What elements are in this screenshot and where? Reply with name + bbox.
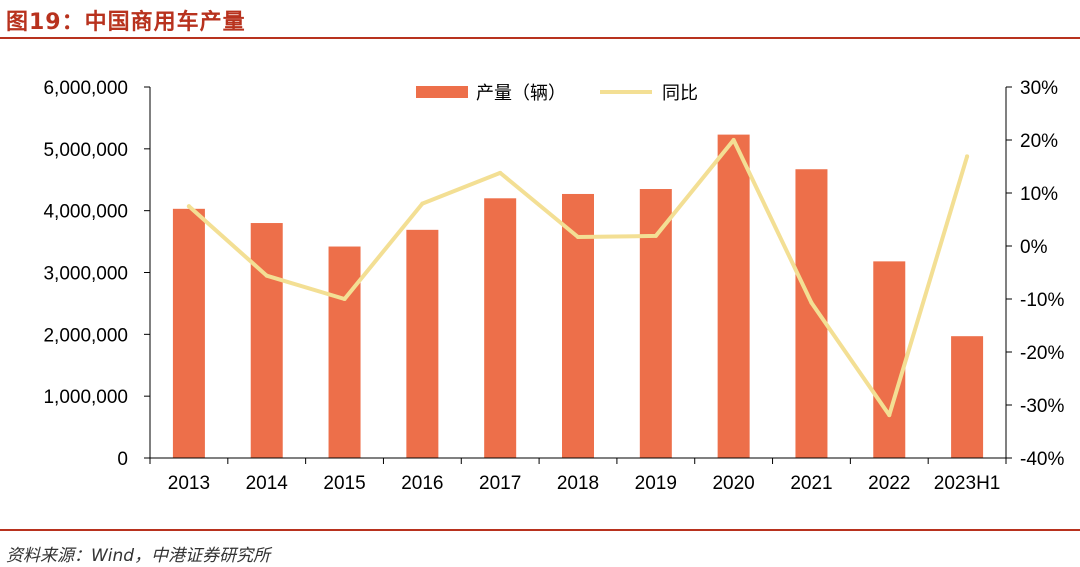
right-tick-label: 10% xyxy=(1020,184,1058,205)
line-point xyxy=(965,154,970,159)
left-tick-label: 0 xyxy=(117,449,128,470)
right-tick-label: -30% xyxy=(1020,396,1064,417)
right-tick-label: -20% xyxy=(1020,343,1064,364)
x-tick-label: 2017 xyxy=(479,473,521,494)
line-point xyxy=(653,233,658,238)
bar xyxy=(873,261,906,458)
bar xyxy=(484,198,517,459)
left-tick-label: 6,000,000 xyxy=(43,78,128,99)
x-tick-label: 2018 xyxy=(557,473,599,494)
right-tick-label: 0% xyxy=(1020,237,1048,258)
line-point xyxy=(887,413,892,418)
bar xyxy=(406,229,439,458)
bar-series xyxy=(172,134,984,459)
left-tick-label: 2,000,000 xyxy=(43,325,128,346)
axes: 0 1,000,000 2,000,000 3,000,000 4,000,000 5,0… xyxy=(43,78,1064,494)
x-tick-label: 2019 xyxy=(635,473,677,494)
bar xyxy=(250,223,283,458)
bar xyxy=(795,169,828,458)
right-tick-label: 20% xyxy=(1020,131,1058,152)
line-point xyxy=(731,138,736,142)
line-point xyxy=(498,170,503,175)
bar xyxy=(172,208,205,458)
legend-line-label: 同比 xyxy=(662,83,698,104)
left-tick-label: 4,000,000 xyxy=(43,202,128,223)
legend-bar-label: 产量（辆） xyxy=(476,83,566,104)
bar xyxy=(951,336,984,458)
line-point xyxy=(186,204,191,209)
bar xyxy=(717,134,750,458)
bar xyxy=(562,193,594,458)
x-tick-label: 2020 xyxy=(712,473,754,494)
x-tick-label: 2021 xyxy=(790,473,832,494)
right-tick-label: -40% xyxy=(1020,449,1064,470)
line-point xyxy=(342,297,347,301)
bar xyxy=(328,246,361,458)
bar xyxy=(639,189,672,458)
right-tick-label: 30% xyxy=(1020,78,1058,99)
line-point xyxy=(264,273,269,278)
line-point xyxy=(809,300,814,305)
x-tick-label: 2015 xyxy=(323,473,365,494)
source-note: 资料来源：Wind，中港证券研究所 xyxy=(6,546,271,566)
line-series xyxy=(186,138,970,418)
x-tick-label: 2022 xyxy=(868,473,910,494)
left-tick-label: 5,000,000 xyxy=(43,140,128,161)
right-tick-label: -10% xyxy=(1020,290,1064,311)
line-point xyxy=(420,201,425,206)
x-tick-label: 2016 xyxy=(401,473,443,494)
x-tick-label: 2013 xyxy=(168,473,210,494)
legend: 产量（辆） 同比 xyxy=(416,83,698,104)
top-divider xyxy=(0,37,1080,39)
left-tick-label: 1,000,000 xyxy=(43,387,128,408)
x-tick-label: 2014 xyxy=(246,473,289,494)
figure-title: 图19：中国商用车产量 xyxy=(6,10,246,35)
legend-bar-swatch xyxy=(416,86,468,98)
left-tick-label: 3,000,000 xyxy=(43,264,128,285)
bottom-divider xyxy=(0,529,1080,531)
production-chart: 0 1,000,000 2,000,000 3,000,000 4,000,000 5,0… xyxy=(43,78,1064,494)
x-tick-label: 2023H1 xyxy=(934,473,1001,494)
line-point xyxy=(576,234,580,239)
